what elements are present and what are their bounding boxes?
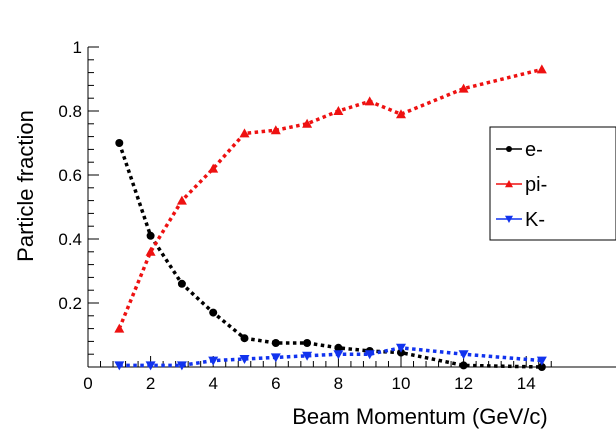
x-tick-label: 6 <box>271 374 280 393</box>
legend-label: pi- <box>525 174 547 196</box>
data-point <box>302 118 313 128</box>
y-tick-label: 0.2 <box>58 294 82 313</box>
series-line <box>119 346 543 368</box>
data-point <box>302 351 313 361</box>
data-point <box>458 350 469 360</box>
legend-label: e- <box>525 139 543 161</box>
data-point <box>364 350 375 360</box>
series-pi- <box>114 64 547 333</box>
data-point <box>333 106 344 115</box>
data-point <box>208 163 219 173</box>
y-axis-label: Particle fraction <box>13 110 38 262</box>
series-line <box>117 142 542 369</box>
series-line <box>117 67 543 330</box>
series-e- <box>115 139 546 371</box>
data-point <box>536 356 547 366</box>
x-tick-label: 0 <box>83 374 92 393</box>
data-point <box>208 356 219 366</box>
data-point <box>396 109 406 119</box>
data-point <box>396 343 406 353</box>
data-point <box>271 339 280 347</box>
y-tick-label: 1 <box>73 38 82 57</box>
legend-label: K- <box>525 209 545 231</box>
data-point <box>459 361 468 370</box>
legend-swatch-marker <box>506 146 512 152</box>
data-point <box>240 334 249 343</box>
data-point <box>270 353 281 363</box>
x-tick-label: 4 <box>208 374 217 393</box>
data-point <box>114 361 125 371</box>
data-point <box>536 64 547 74</box>
data-point <box>458 83 469 93</box>
data-point <box>176 361 187 371</box>
data-point <box>334 343 343 352</box>
data-point <box>209 308 218 317</box>
chart-legend: e-pi- K- <box>489 126 616 241</box>
data-point <box>177 279 186 288</box>
x-tick-label: 8 <box>334 374 343 393</box>
data-point <box>146 231 155 240</box>
data-point <box>537 363 546 371</box>
data-point <box>270 125 281 135</box>
data-point <box>239 128 250 138</box>
data-point <box>303 339 312 347</box>
y-tick-label: 0.8 <box>58 102 82 121</box>
data-point <box>176 195 187 205</box>
x-tick-label: 10 <box>392 374 411 393</box>
legend-swatch-marker <box>505 180 513 188</box>
data-point <box>239 355 250 364</box>
data-point <box>145 361 156 371</box>
y-tick-label: 0.4 <box>58 230 82 249</box>
data-point <box>115 139 124 147</box>
series-K- <box>114 343 547 371</box>
x-tick-label: 14 <box>517 374 536 393</box>
data-point <box>333 350 344 360</box>
x-tick-label: 2 <box>146 374 155 393</box>
y-tick-label: 0.6 <box>58 166 82 185</box>
data-point <box>114 323 125 333</box>
data-point <box>364 96 375 106</box>
x-axis-label: Beam Momentum (GeV/c) <box>292 404 548 429</box>
x-tick-label: 12 <box>454 374 473 393</box>
legend-swatch-marker <box>505 215 513 223</box>
data-point <box>145 246 156 256</box>
chart-series <box>114 64 547 371</box>
